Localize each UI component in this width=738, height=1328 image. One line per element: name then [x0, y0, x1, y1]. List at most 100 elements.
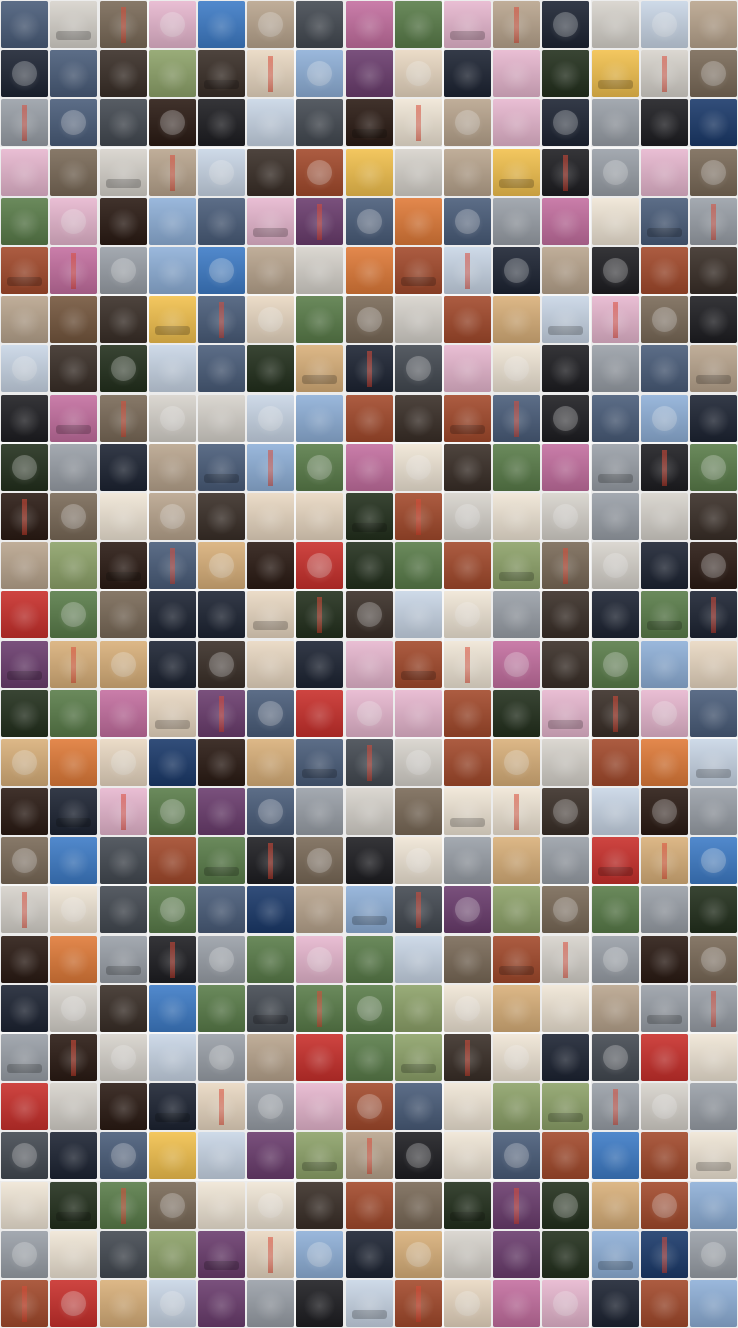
photo-thumbnail[interactable]	[149, 591, 196, 638]
photo-thumbnail[interactable]	[198, 247, 245, 294]
photo-thumbnail[interactable]	[690, 886, 737, 933]
photo-thumbnail[interactable]	[395, 1280, 442, 1327]
photo-thumbnail[interactable]	[247, 985, 294, 1032]
photo-thumbnail[interactable]	[690, 1083, 737, 1130]
photo-thumbnail[interactable]	[346, 542, 393, 589]
photo-thumbnail[interactable]	[296, 739, 343, 786]
photo-thumbnail[interactable]	[346, 985, 393, 1032]
photo-thumbnail[interactable]	[247, 591, 294, 638]
photo-thumbnail[interactable]	[247, 1, 294, 48]
photo-thumbnail[interactable]	[100, 690, 147, 737]
photo-thumbnail[interactable]	[542, 198, 589, 245]
photo-thumbnail[interactable]	[346, 1083, 393, 1130]
photo-thumbnail[interactable]	[100, 345, 147, 392]
photo-thumbnail[interactable]	[592, 591, 639, 638]
photo-thumbnail[interactable]	[50, 837, 97, 884]
photo-thumbnail[interactable]	[542, 1083, 589, 1130]
photo-thumbnail[interactable]	[198, 444, 245, 491]
photo-thumbnail[interactable]	[247, 395, 294, 442]
photo-thumbnail[interactable]	[690, 444, 737, 491]
photo-thumbnail[interactable]	[542, 1, 589, 48]
photo-thumbnail[interactable]	[690, 247, 737, 294]
photo-thumbnail[interactable]	[444, 1034, 491, 1081]
photo-thumbnail[interactable]	[198, 1083, 245, 1130]
photo-thumbnail[interactable]	[493, 345, 540, 392]
photo-thumbnail[interactable]	[149, 542, 196, 589]
photo-thumbnail[interactable]	[198, 886, 245, 933]
photo-thumbnail[interactable]	[395, 345, 442, 392]
photo-thumbnail[interactable]	[50, 690, 97, 737]
photo-thumbnail[interactable]	[592, 1, 639, 48]
photo-thumbnail[interactable]	[690, 395, 737, 442]
photo-thumbnail[interactable]	[50, 591, 97, 638]
photo-thumbnail[interactable]	[592, 886, 639, 933]
photo-thumbnail[interactable]	[592, 837, 639, 884]
photo-thumbnail[interactable]	[395, 788, 442, 835]
photo-thumbnail[interactable]	[346, 1034, 393, 1081]
photo-thumbnail[interactable]	[296, 198, 343, 245]
photo-thumbnail[interactable]	[395, 1034, 442, 1081]
photo-thumbnail[interactable]	[592, 247, 639, 294]
photo-thumbnail[interactable]	[690, 936, 737, 983]
photo-thumbnail[interactable]	[247, 444, 294, 491]
photo-thumbnail[interactable]	[493, 1132, 540, 1179]
photo-thumbnail[interactable]	[100, 739, 147, 786]
photo-thumbnail[interactable]	[50, 296, 97, 343]
photo-thumbnail[interactable]	[1, 788, 48, 835]
photo-thumbnail[interactable]	[247, 149, 294, 196]
photo-thumbnail[interactable]	[296, 886, 343, 933]
photo-thumbnail[interactable]	[50, 1034, 97, 1081]
photo-thumbnail[interactable]	[542, 50, 589, 97]
photo-thumbnail[interactable]	[346, 788, 393, 835]
photo-thumbnail[interactable]	[296, 493, 343, 540]
photo-thumbnail[interactable]	[444, 1231, 491, 1278]
photo-thumbnail[interactable]	[149, 149, 196, 196]
photo-thumbnail[interactable]	[198, 296, 245, 343]
photo-thumbnail[interactable]	[346, 591, 393, 638]
photo-thumbnail[interactable]	[641, 247, 688, 294]
photo-thumbnail[interactable]	[346, 1182, 393, 1229]
photo-thumbnail[interactable]	[641, 444, 688, 491]
photo-thumbnail[interactable]	[1, 493, 48, 540]
photo-thumbnail[interactable]	[149, 1231, 196, 1278]
photo-thumbnail[interactable]	[395, 149, 442, 196]
photo-thumbnail[interactable]	[690, 641, 737, 688]
photo-thumbnail[interactable]	[198, 1034, 245, 1081]
photo-thumbnail[interactable]	[100, 493, 147, 540]
photo-thumbnail[interactable]	[395, 1231, 442, 1278]
photo-thumbnail[interactable]	[149, 788, 196, 835]
photo-thumbnail[interactable]	[444, 1, 491, 48]
photo-thumbnail[interactable]	[592, 99, 639, 146]
photo-thumbnail[interactable]	[247, 542, 294, 589]
photo-thumbnail[interactable]	[542, 690, 589, 737]
photo-thumbnail[interactable]	[493, 247, 540, 294]
photo-thumbnail[interactable]	[1, 1, 48, 48]
photo-thumbnail[interactable]	[50, 641, 97, 688]
photo-thumbnail[interactable]	[198, 198, 245, 245]
photo-thumbnail[interactable]	[296, 395, 343, 442]
photo-thumbnail[interactable]	[346, 641, 393, 688]
photo-thumbnail[interactable]	[493, 493, 540, 540]
photo-thumbnail[interactable]	[198, 690, 245, 737]
photo-thumbnail[interactable]	[395, 837, 442, 884]
photo-thumbnail[interactable]	[198, 542, 245, 589]
photo-thumbnail[interactable]	[247, 296, 294, 343]
photo-thumbnail[interactable]	[247, 936, 294, 983]
photo-thumbnail[interactable]	[690, 198, 737, 245]
photo-thumbnail[interactable]	[641, 198, 688, 245]
photo-thumbnail[interactable]	[493, 149, 540, 196]
photo-thumbnail[interactable]	[542, 493, 589, 540]
photo-thumbnail[interactable]	[296, 1280, 343, 1327]
photo-thumbnail[interactable]	[690, 690, 737, 737]
photo-thumbnail[interactable]	[198, 345, 245, 392]
photo-thumbnail[interactable]	[444, 886, 491, 933]
photo-thumbnail[interactable]	[493, 444, 540, 491]
photo-thumbnail[interactable]	[1, 985, 48, 1032]
photo-thumbnail[interactable]	[296, 1083, 343, 1130]
photo-thumbnail[interactable]	[247, 198, 294, 245]
photo-thumbnail[interactable]	[444, 837, 491, 884]
photo-thumbnail[interactable]	[100, 1182, 147, 1229]
photo-thumbnail[interactable]	[346, 493, 393, 540]
photo-thumbnail[interactable]	[690, 542, 737, 589]
photo-thumbnail[interactable]	[592, 690, 639, 737]
